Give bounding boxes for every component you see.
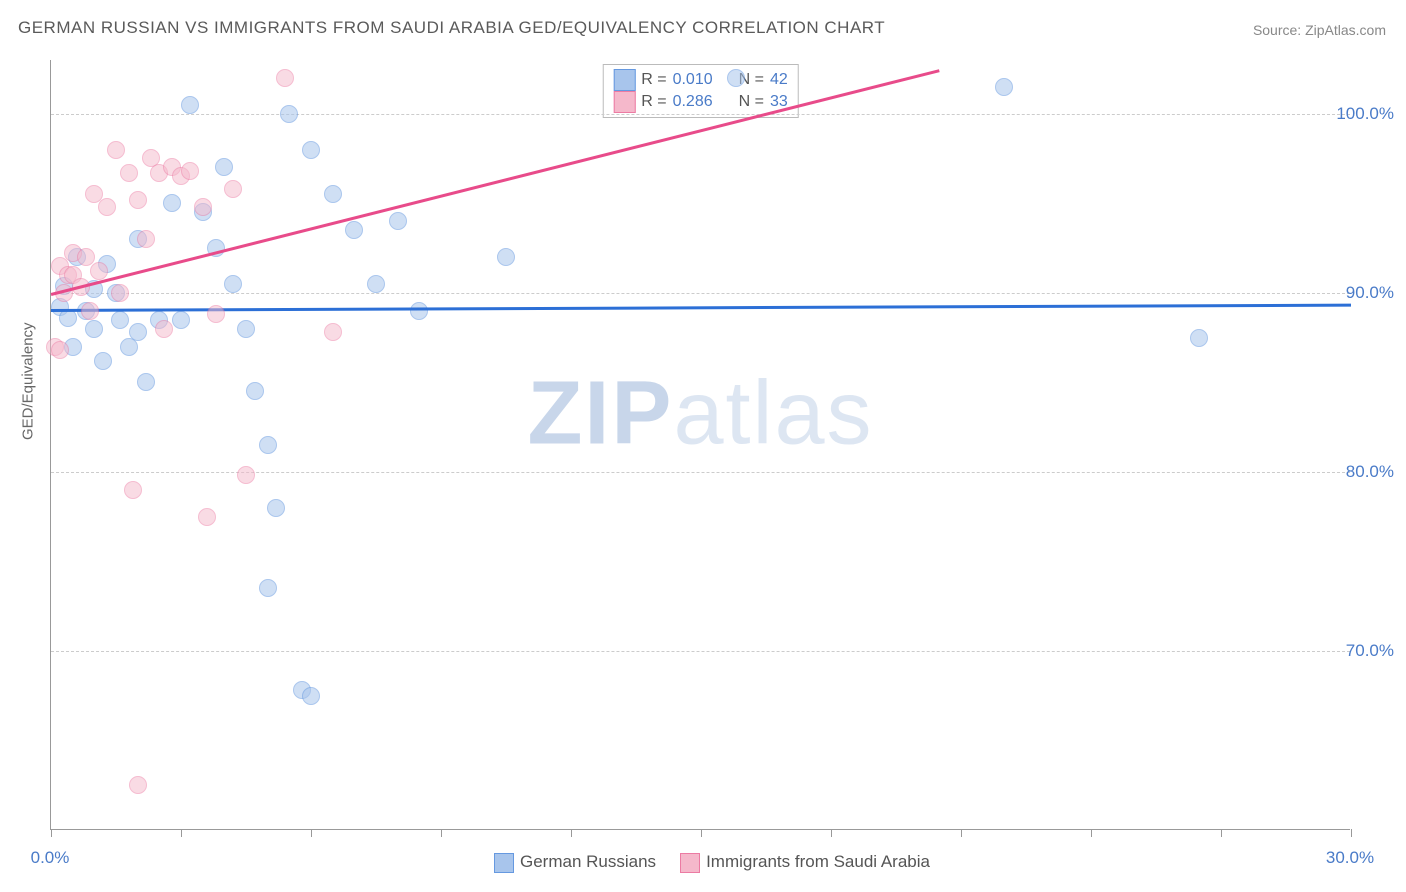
data-point bbox=[155, 320, 173, 338]
data-point bbox=[98, 198, 116, 216]
data-point bbox=[181, 162, 199, 180]
data-point bbox=[129, 323, 147, 341]
n-label: N = bbox=[739, 91, 764, 113]
data-point bbox=[259, 579, 277, 597]
r-value: 0.010 bbox=[673, 69, 713, 91]
data-point bbox=[81, 302, 99, 320]
data-point bbox=[237, 466, 255, 484]
data-point bbox=[137, 373, 155, 391]
legend-label: German Russians bbox=[520, 852, 656, 871]
data-point bbox=[107, 141, 125, 159]
x-tick bbox=[181, 829, 182, 837]
watermark-bold: ZIP bbox=[527, 363, 673, 463]
data-point bbox=[280, 105, 298, 123]
x-tick bbox=[571, 829, 572, 837]
data-point bbox=[51, 341, 69, 359]
data-point bbox=[302, 141, 320, 159]
data-point bbox=[345, 221, 363, 239]
x-tick bbox=[831, 829, 832, 837]
y-tick-label: 70.0% bbox=[1346, 641, 1394, 661]
y-tick-label: 80.0% bbox=[1346, 462, 1394, 482]
data-point bbox=[267, 499, 285, 517]
legend-swatch bbox=[494, 853, 514, 873]
data-point bbox=[181, 96, 199, 114]
n-value: 42 bbox=[770, 69, 788, 91]
data-point bbox=[77, 248, 95, 266]
data-point bbox=[324, 323, 342, 341]
data-point bbox=[137, 230, 155, 248]
y-tick-label: 90.0% bbox=[1346, 283, 1394, 303]
x-tick-label: 0.0% bbox=[31, 848, 70, 868]
data-point bbox=[727, 69, 745, 87]
data-point bbox=[124, 481, 142, 499]
r-label: R = bbox=[641, 91, 666, 113]
x-tick bbox=[441, 829, 442, 837]
series-legend: German Russians Immigrants from Saudi Ara… bbox=[50, 852, 1350, 873]
watermark: ZIPatlas bbox=[527, 362, 873, 465]
data-point bbox=[207, 305, 225, 323]
watermark-light: atlas bbox=[673, 363, 873, 463]
data-point bbox=[172, 311, 190, 329]
data-point bbox=[163, 194, 181, 212]
gridline bbox=[51, 293, 1350, 294]
data-point bbox=[410, 302, 428, 320]
data-point bbox=[246, 382, 264, 400]
data-point bbox=[224, 275, 242, 293]
data-point bbox=[194, 198, 212, 216]
data-point bbox=[324, 185, 342, 203]
legend-row: R = 0.010N = 42 bbox=[613, 69, 788, 91]
y-tick-label: 100.0% bbox=[1336, 104, 1394, 124]
x-tick bbox=[1351, 829, 1352, 837]
data-point bbox=[367, 275, 385, 293]
data-point bbox=[129, 191, 147, 209]
x-tick bbox=[311, 829, 312, 837]
data-point bbox=[259, 436, 277, 454]
source-attribution: Source: ZipAtlas.com bbox=[1253, 22, 1386, 38]
data-point bbox=[389, 212, 407, 230]
data-point bbox=[198, 508, 216, 526]
data-point bbox=[59, 309, 77, 327]
data-point bbox=[85, 320, 103, 338]
data-point bbox=[94, 352, 112, 370]
data-point bbox=[995, 78, 1013, 96]
legend-label: Immigrants from Saudi Arabia bbox=[706, 852, 930, 871]
x-tick-label: 30.0% bbox=[1326, 848, 1374, 868]
r-label: R = bbox=[641, 69, 666, 91]
data-point bbox=[497, 248, 515, 266]
x-tick bbox=[961, 829, 962, 837]
data-point bbox=[129, 776, 147, 794]
legend-swatch bbox=[680, 853, 700, 873]
data-point bbox=[215, 158, 233, 176]
legend-row: R = 0.286N = 33 bbox=[613, 91, 788, 113]
x-tick bbox=[51, 829, 52, 837]
correlation-legend: R = 0.010N = 42R = 0.286N = 33 bbox=[602, 64, 799, 118]
gridline bbox=[51, 114, 1350, 115]
data-point bbox=[1190, 329, 1208, 347]
trend-line bbox=[51, 304, 1351, 312]
data-point bbox=[237, 320, 255, 338]
y-axis-label: GED/Equivalency bbox=[20, 322, 37, 440]
legend-swatch bbox=[613, 91, 635, 113]
r-value: 0.286 bbox=[673, 91, 713, 113]
scatter-plot-area: ZIPatlas R = 0.010N = 42R = 0.286N = 33 bbox=[50, 60, 1350, 830]
data-point bbox=[90, 262, 108, 280]
data-point bbox=[111, 311, 129, 329]
data-point bbox=[224, 180, 242, 198]
data-point bbox=[302, 687, 320, 705]
gridline bbox=[51, 651, 1350, 652]
data-point bbox=[120, 164, 138, 182]
chart-title: GERMAN RUSSIAN VS IMMIGRANTS FROM SAUDI … bbox=[18, 18, 885, 38]
data-point bbox=[111, 284, 129, 302]
x-tick bbox=[1091, 829, 1092, 837]
data-point bbox=[276, 69, 294, 87]
x-tick bbox=[1221, 829, 1222, 837]
legend-swatch bbox=[613, 69, 635, 91]
x-tick bbox=[701, 829, 702, 837]
